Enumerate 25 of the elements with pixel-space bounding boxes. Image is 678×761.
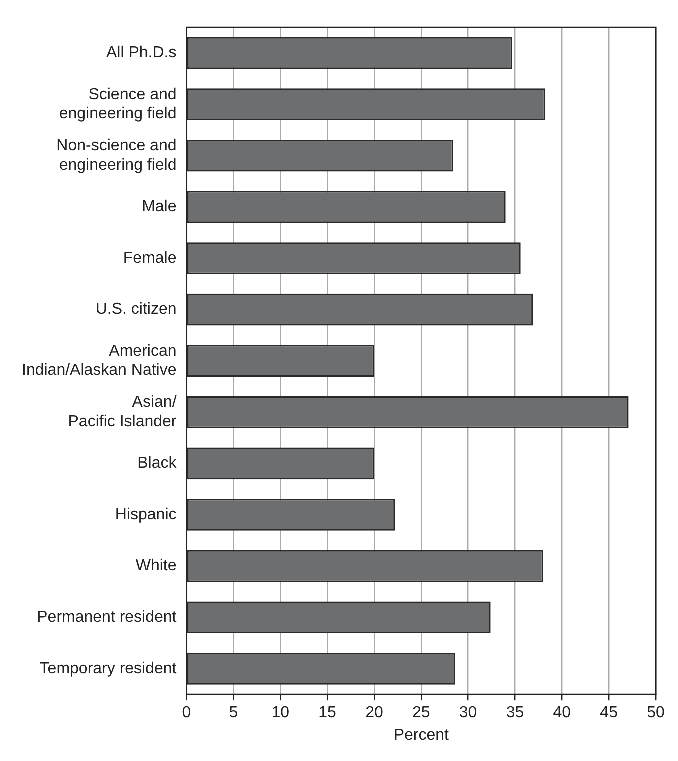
y-tick-label: Asian/ Pacific Islander bbox=[68, 394, 178, 430]
x-tick-label: 30 bbox=[459, 704, 478, 722]
x-tick-label: 50 bbox=[647, 704, 665, 722]
x-tick-label: 40 bbox=[553, 704, 572, 722]
y-tick-label: Hispanic bbox=[115, 506, 177, 524]
x-tick-label: 15 bbox=[318, 704, 337, 722]
y-tick-label: Male bbox=[142, 198, 177, 216]
x-tick-label: 5 bbox=[229, 704, 238, 722]
y-tick-label: All Ph.D.s bbox=[106, 44, 177, 62]
y-tick-label: U.S. citizen bbox=[96, 301, 177, 318]
y-tick-label: Temporary resident bbox=[40, 660, 178, 678]
y-tick-label: Science and engineering field bbox=[59, 86, 177, 123]
x-tick-label: 25 bbox=[412, 704, 430, 722]
y-tick-label: Permanent resident bbox=[37, 609, 178, 626]
x-tick-label: 10 bbox=[272, 704, 290, 722]
y-tick-label: Female bbox=[123, 250, 177, 267]
x-tick-label: 45 bbox=[600, 704, 618, 722]
x-axis-title: Percent bbox=[394, 726, 450, 744]
x-tick-label: 35 bbox=[506, 704, 524, 722]
y-tick-label: American Indian/Alaskan Native bbox=[22, 342, 177, 380]
y-tick-label: White bbox=[136, 558, 177, 575]
x-tick-label: 0 bbox=[182, 704, 192, 722]
y-tick-label: Black bbox=[138, 455, 178, 472]
y-tick-label: Non-science and engineering field bbox=[56, 138, 177, 174]
x-tick-label: 20 bbox=[366, 704, 384, 722]
